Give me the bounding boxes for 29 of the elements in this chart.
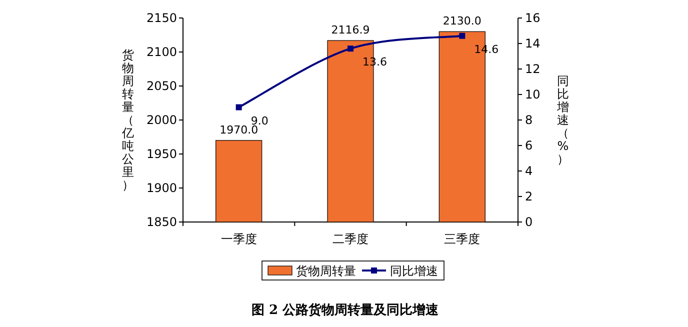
y2-tick-label: 6 [525, 138, 533, 152]
y-tick-label: 2150 [146, 11, 177, 25]
y-tick-label: 1950 [146, 147, 177, 161]
y2-tick-label: 10 [525, 88, 540, 102]
y2-tick-label: 12 [525, 62, 540, 76]
x-tick-label: 一季度 [220, 232, 257, 246]
point [459, 32, 466, 39]
y2-tick-label: 16 [525, 11, 540, 25]
y2-tick-label: 14 [525, 36, 540, 50]
point [348, 46, 354, 52]
data-label: 2116.9 [331, 24, 370, 37]
point [236, 104, 242, 110]
x-tick-label: 三季度 [444, 232, 480, 246]
legend-label: 同比增速 [390, 264, 438, 278]
y-tick-label: 2000 [146, 113, 177, 127]
text: 货物周转量（亿吨公里） [122, 48, 134, 192]
x-tick-label: 二季度 [332, 232, 368, 246]
y2-axis-title: 同比增速（%） [556, 74, 569, 166]
text: 图 2 公路货物周转量及同比增速 [251, 302, 440, 318]
y-tick-label: 2050 [146, 79, 177, 93]
y-tick-label: 1850 [146, 215, 177, 229]
y2-tick-label: 2 [525, 190, 533, 204]
y2-tick-label: 4 [525, 164, 533, 178]
legend-label: 货物周转量 [296, 264, 356, 278]
y2-tick-label: 8 [525, 113, 533, 127]
y2-tick-label: 0 [525, 215, 533, 229]
y-tick-label: 1900 [146, 181, 177, 195]
y-tick-label: 2100 [146, 45, 177, 59]
data-label: 2130.0 [442, 14, 482, 28]
